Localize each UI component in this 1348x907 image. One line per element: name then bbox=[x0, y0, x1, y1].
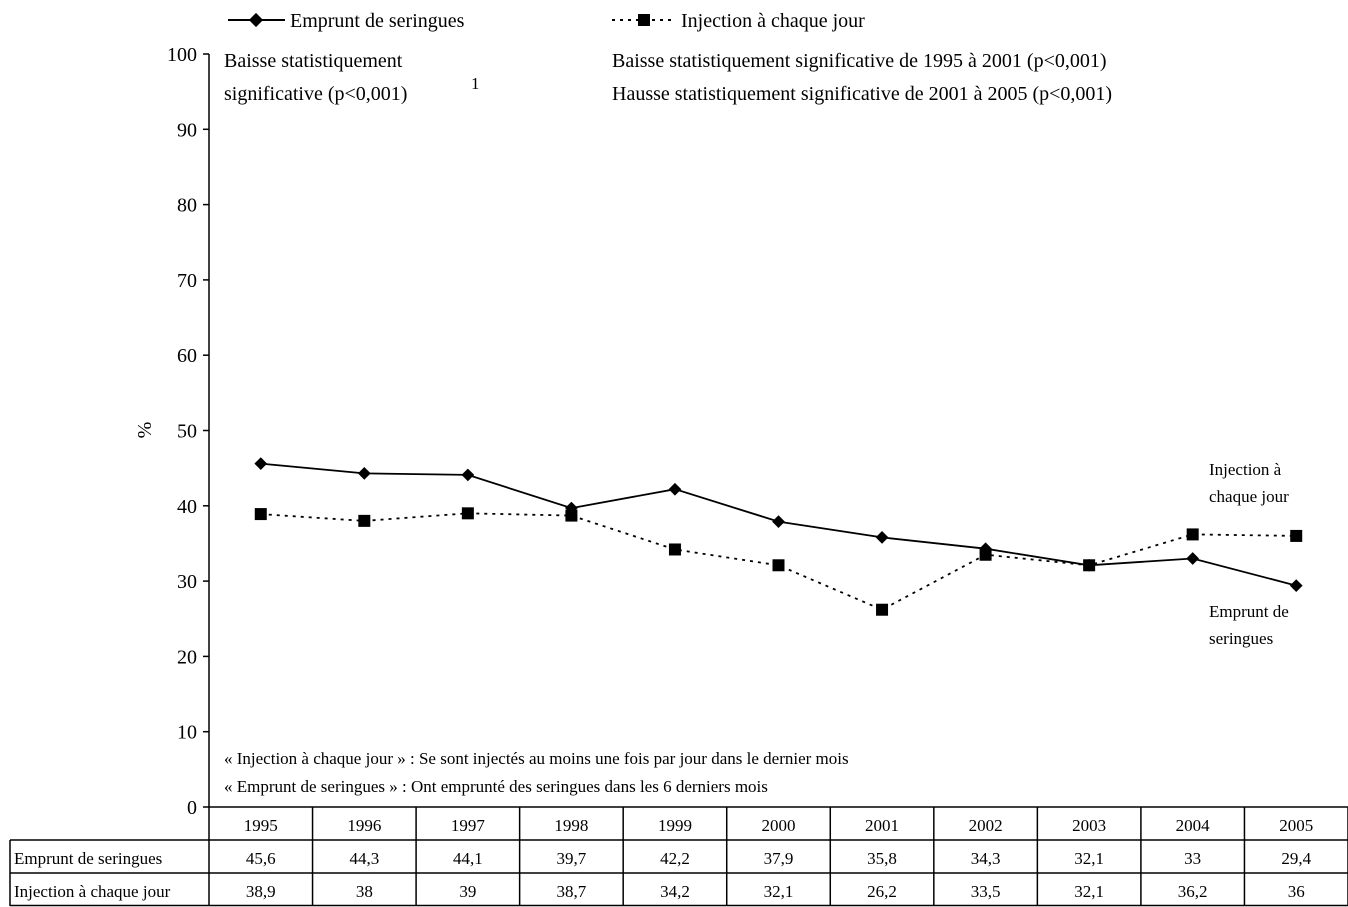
annotation-superscript: 1 bbox=[471, 74, 480, 93]
data-label: 33,5 bbox=[971, 882, 1001, 901]
series-point bbox=[1186, 552, 1200, 565]
data-label: 33 bbox=[1184, 849, 1201, 868]
table-row-label: Injection à chaque jour bbox=[14, 882, 171, 901]
series-point bbox=[254, 508, 267, 521]
data-label: 45,6 bbox=[246, 849, 276, 868]
x-tick-label: 2004 bbox=[1176, 816, 1211, 835]
note-emprunt-definition: « Emprunt de seringues » : Ont emprunté … bbox=[224, 777, 768, 796]
data-label: 32,1 bbox=[1074, 882, 1104, 901]
data-label: 38 bbox=[356, 882, 373, 901]
y-tick-label: 30 bbox=[177, 571, 197, 593]
x-tick-label: 2002 bbox=[969, 816, 1003, 835]
series-point bbox=[565, 509, 578, 522]
annotation-right-line2: Hausse statistiquement significative de … bbox=[612, 83, 1112, 105]
x-tick-label: 1996 bbox=[347, 816, 381, 835]
series-point bbox=[772, 559, 785, 572]
table-row-label: Emprunt de seringues bbox=[14, 849, 162, 868]
y-tick-label: 20 bbox=[177, 646, 197, 668]
series-label-injection-line1: Injection à bbox=[1209, 460, 1282, 479]
data-label: 37,9 bbox=[764, 849, 794, 868]
data-label: 36,2 bbox=[1178, 882, 1208, 901]
x-tick-label: 2005 bbox=[1279, 816, 1313, 835]
annotation-right-line1: Baisse statistiquement significative de … bbox=[612, 50, 1107, 72]
series-point bbox=[357, 467, 371, 480]
annotation-left-line2: significative (p<0,001) bbox=[224, 83, 407, 105]
y-tick-label: 50 bbox=[177, 421, 197, 443]
x-tick-label: 1997 bbox=[451, 816, 486, 835]
data-label: 38,7 bbox=[557, 882, 587, 901]
series-point bbox=[875, 531, 889, 544]
legend: Emprunt de seringues Injection à chaque … bbox=[228, 10, 865, 32]
plot-area bbox=[254, 457, 1303, 616]
annotations: Baisse statistiquement significative (p<… bbox=[224, 50, 1289, 796]
series-point bbox=[1083, 559, 1096, 572]
series-point bbox=[358, 514, 371, 527]
legend-marker-injection bbox=[638, 14, 650, 26]
data-label: 44,3 bbox=[349, 849, 379, 868]
y-tick-label: 40 bbox=[177, 496, 197, 518]
x-tick-label: 1995 bbox=[244, 816, 278, 835]
data-label: 34,3 bbox=[971, 849, 1001, 868]
series-point bbox=[1289, 579, 1303, 592]
data-label: 32,1 bbox=[764, 882, 794, 901]
y-axis: 0 10 20 30 40 50 60 70 80 90 100 bbox=[167, 44, 210, 819]
series-label-emprunt-line2: seringues bbox=[1209, 629, 1273, 648]
legend-label-injection: Injection à chaque jour bbox=[681, 10, 865, 32]
data-label: 36 bbox=[1288, 882, 1305, 901]
y-axis-label: % bbox=[134, 422, 156, 439]
data-label: 29,4 bbox=[1281, 849, 1311, 868]
x-tick-label: 2000 bbox=[762, 816, 796, 835]
data-label: 38,9 bbox=[246, 882, 276, 901]
series-point bbox=[668, 482, 682, 496]
legend-label-emprunt: Emprunt de seringues bbox=[290, 10, 465, 32]
y-tick-label: 60 bbox=[177, 345, 197, 367]
data-label: 42,2 bbox=[660, 849, 690, 868]
series-point bbox=[1290, 529, 1303, 542]
data-label: 39,7 bbox=[557, 849, 587, 868]
y-tick-label: 90 bbox=[177, 119, 197, 141]
series-point bbox=[254, 457, 268, 470]
series-point bbox=[979, 548, 992, 561]
series-point bbox=[1186, 528, 1199, 541]
data-label: 39 bbox=[459, 882, 476, 901]
series-point bbox=[876, 603, 889, 616]
data-label: 32,1 bbox=[1074, 849, 1104, 868]
data-table: 1995 1996 1997 1998 1999 2000 2001 2002 2003 2004… bbox=[9, 806, 1348, 907]
y-tick-label: 80 bbox=[177, 195, 197, 217]
series-point bbox=[772, 515, 785, 528]
x-tick-label: 1998 bbox=[554, 816, 588, 835]
x-tick-label: 2001 bbox=[865, 816, 899, 835]
series-point bbox=[461, 468, 475, 482]
annotation-left-line1: Baisse statistiquement bbox=[224, 50, 403, 72]
y-tick-label: 100 bbox=[167, 44, 197, 66]
x-tick-label: 1999 bbox=[658, 816, 692, 835]
data-label: 34,2 bbox=[660, 882, 690, 901]
series-point bbox=[668, 543, 681, 556]
x-tick-label: 2003 bbox=[1072, 816, 1106, 835]
note-injection-definition: « Injection à chaque jour » : Se sont in… bbox=[224, 749, 849, 768]
y-tick-label: 70 bbox=[177, 270, 197, 292]
y-tick-label: 10 bbox=[177, 722, 197, 744]
series-point bbox=[461, 507, 474, 520]
legend-marker-emprunt bbox=[248, 12, 264, 28]
y-tick-label: 0 bbox=[187, 797, 197, 819]
series-label-injection-line2: chaque jour bbox=[1209, 487, 1289, 506]
data-label: 26,2 bbox=[867, 882, 897, 901]
series-label-emprunt-line1: Emprunt de bbox=[1209, 602, 1289, 621]
data-label: 44,1 bbox=[453, 849, 483, 868]
data-label: 35,8 bbox=[867, 849, 897, 868]
